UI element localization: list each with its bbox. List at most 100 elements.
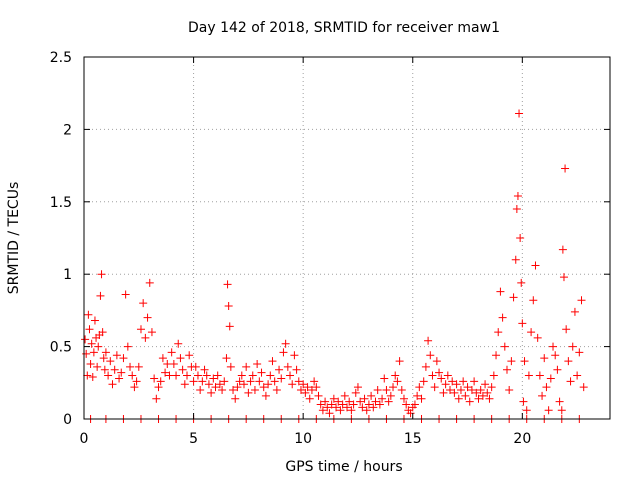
data-point [410,400,419,409]
data-point [439,388,448,397]
data-point [101,348,110,357]
data-point [476,386,485,395]
data-point [461,391,470,400]
data-point [463,383,472,392]
data-point [340,391,349,400]
data-point [96,291,105,300]
data-point [202,371,211,380]
data-point [233,383,242,392]
data-point [546,374,555,383]
data-point [512,205,521,214]
data-point [229,386,238,395]
data-point [167,348,176,357]
data-point [428,371,437,380]
data-point [283,362,292,371]
data-point [395,357,404,366]
data-point [562,325,571,334]
data-point [575,348,584,357]
data-point [520,357,529,366]
data-point [286,371,295,380]
y-axis-label: SRMTID / TECUs [6,182,22,295]
data-point [299,380,308,389]
data-point [345,397,354,406]
y-tick-label: 1 [63,267,72,283]
data-point [211,383,220,392]
data-point [393,377,402,386]
data-point [198,377,207,386]
data-point [353,383,362,392]
data-point [213,371,222,380]
data-point [349,400,358,409]
data-point [156,377,165,386]
data-point [527,328,536,337]
data-point [112,351,121,360]
data-point [123,342,132,351]
data-point [456,386,465,395]
data-point [215,380,224,389]
data-point [303,383,312,392]
data-point [314,391,323,400]
data-point [421,362,430,371]
data-point [196,386,205,395]
data-point [134,362,143,371]
data-point [336,406,345,415]
data-point [448,377,457,386]
data-points [81,109,588,423]
data-point [88,373,97,382]
data-point [268,357,277,366]
data-point [375,400,384,409]
data-point [529,296,538,305]
data-point [115,374,124,383]
data-point [141,333,150,342]
data-point [318,406,327,415]
data-point [132,377,141,386]
data-point [176,354,185,363]
data-point [382,386,391,395]
data-point [391,371,400,380]
data-point [99,354,108,363]
data-point [296,386,305,395]
data-point [246,377,255,386]
data-point [100,365,109,374]
data-point [316,400,325,409]
data-point [564,357,573,366]
data-point [511,255,520,264]
data-point [281,339,290,348]
data-point [180,380,189,389]
data-point [492,351,501,360]
data-point [277,374,286,383]
data-point [147,328,156,337]
data-point [518,319,527,328]
data-point [310,377,319,386]
y-tick-label: 2 [63,122,72,138]
data-point [150,374,159,383]
data-point [505,386,514,395]
data-point [441,380,450,389]
data-point [553,365,562,374]
data-point [424,336,433,345]
data-point [481,380,490,389]
data-point [389,383,398,392]
data-point [467,386,476,395]
data-point [255,377,264,386]
data-point [253,359,262,368]
x-tick-label: 5 [189,431,198,447]
x-axis-label: GPS time / hours [285,459,402,475]
data-point [561,164,570,173]
plot-frame [83,56,611,420]
data-point [257,368,266,377]
data-point [544,406,553,415]
data-point [108,380,117,389]
data-point [84,310,93,319]
data-point [435,368,444,377]
x-tick-label: 15 [404,431,422,447]
data-point [90,316,99,325]
data-point [312,383,321,392]
data-point [478,391,487,400]
data-point [87,339,96,348]
y-tick-label: 1.5 [50,195,72,211]
data-point [470,377,479,386]
